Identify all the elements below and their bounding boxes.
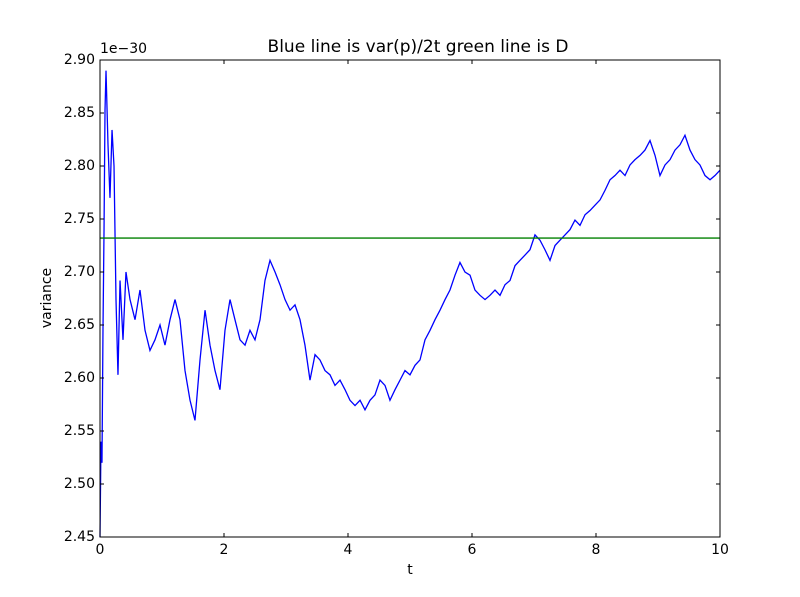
chart-title: Blue line is var(p)/2t green line is D: [268, 37, 569, 57]
y-tick-label: 2.70: [64, 264, 95, 280]
x-tick-label: 8: [592, 542, 601, 558]
plot-frame: [99, 59, 721, 538]
y-tick-label: 2.75: [64, 211, 95, 227]
y-tick-label: 2.50: [64, 476, 95, 492]
x-tick-label: 6: [468, 542, 477, 558]
y-tick-label: 2.45: [64, 529, 95, 545]
x-tick-label: 4: [344, 542, 353, 558]
x-axis-label: t: [407, 562, 413, 578]
y-tick-label: 2.85: [64, 105, 95, 121]
y-offset-label: 1e−30: [100, 41, 147, 57]
plot-area: [100, 60, 720, 537]
y-axis-label: variance: [39, 268, 55, 328]
y-tick-label: 2.90: [64, 52, 95, 68]
y-tick-label: 2.80: [64, 158, 95, 174]
y-tick-label: 2.55: [64, 423, 95, 439]
x-tick-label: 10: [711, 542, 729, 558]
data-line: [99, 70, 721, 538]
y-tick-label: 2.60: [64, 370, 95, 386]
x-tick-label: 2: [220, 542, 229, 558]
x-tick-label: 0: [96, 542, 105, 558]
y-tick-label: 2.65: [64, 317, 95, 333]
